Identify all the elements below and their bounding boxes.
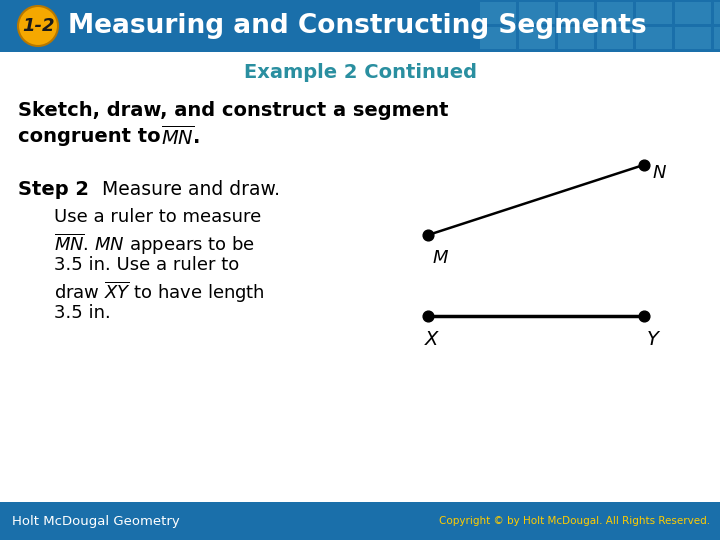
Text: Measuring and Constructing Segments: Measuring and Constructing Segments <box>68 13 647 39</box>
Bar <box>519 2 555 24</box>
Text: Copyright © by Holt McDougal. All Rights Reserved.: Copyright © by Holt McDougal. All Rights… <box>439 516 710 526</box>
Text: draw $\overline{\mathit{XY}}$ to have length: draw $\overline{\mathit{XY}}$ to have le… <box>54 280 265 306</box>
Bar <box>714 27 720 49</box>
Text: Holt McDougal Geometry: Holt McDougal Geometry <box>12 515 180 528</box>
Text: $\mathit{N}$: $\mathit{N}$ <box>652 164 667 181</box>
Bar <box>480 27 516 49</box>
Text: congruent to: congruent to <box>18 127 167 146</box>
Point <box>423 312 434 320</box>
Bar <box>714 2 720 24</box>
Bar <box>519 27 555 49</box>
Bar <box>675 2 711 24</box>
Text: Example 2 Continued: Example 2 Continued <box>243 63 477 82</box>
Text: $\overline{\mathit{MN}}$. $\mathit{MN}$ appears to be: $\overline{\mathit{MN}}$. $\mathit{MN}$ … <box>54 232 255 258</box>
Bar <box>558 27 594 49</box>
Text: $\mathit{Y}$: $\mathit{Y}$ <box>647 330 662 349</box>
Bar <box>558 2 594 24</box>
Text: Measure and draw.: Measure and draw. <box>90 180 280 199</box>
Bar <box>636 27 672 49</box>
Text: 3.5 in. Use a ruler to: 3.5 in. Use a ruler to <box>54 256 239 274</box>
Text: Sketch, draw, and construct a segment: Sketch, draw, and construct a segment <box>18 100 449 119</box>
Text: Use a ruler to measure: Use a ruler to measure <box>54 208 261 226</box>
Bar <box>675 27 711 49</box>
Text: $\mathit{X}$: $\mathit{X}$ <box>424 330 441 349</box>
Bar <box>636 2 672 24</box>
Text: Step 2: Step 2 <box>18 180 89 199</box>
Bar <box>597 2 633 24</box>
Bar <box>480 2 516 24</box>
Text: $\overline{\mathit{MN}}$.: $\overline{\mathit{MN}}$. <box>161 125 199 149</box>
Point <box>639 160 650 169</box>
Bar <box>597 27 633 49</box>
Point <box>423 231 434 239</box>
Text: $\mathit{M}$: $\mathit{M}$ <box>433 249 449 267</box>
Text: 3.5 in.: 3.5 in. <box>54 304 111 322</box>
Text: 1-2: 1-2 <box>22 17 54 35</box>
Bar <box>0 0 720 52</box>
Point <box>639 312 650 320</box>
Circle shape <box>18 6 58 46</box>
Bar <box>0 502 720 540</box>
